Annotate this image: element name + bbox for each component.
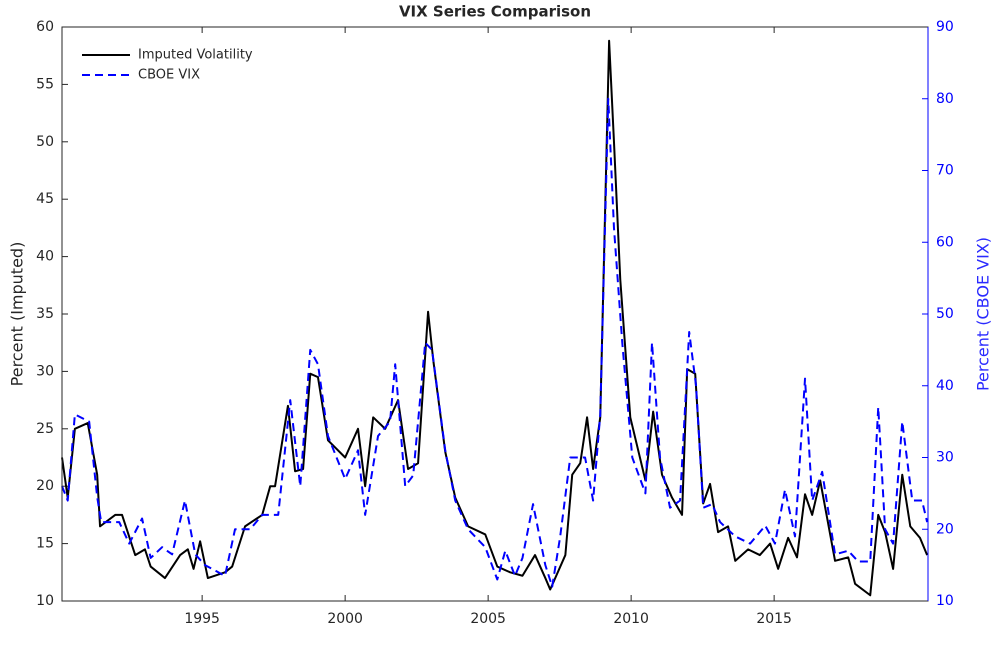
y2-axis-label: Percent (CBOE VIX) xyxy=(974,237,993,391)
y2-tick-label: 50 xyxy=(936,306,954,322)
y2-tick-label: 60 xyxy=(936,234,954,250)
y-tick-label: 10 xyxy=(36,593,54,609)
y-tick-label: 30 xyxy=(36,363,54,379)
y-tick-label: 35 xyxy=(36,306,54,322)
x-tick-label: 2010 xyxy=(613,611,649,627)
y2-tick-label: 90 xyxy=(936,19,954,35)
x-tick-label: 2015 xyxy=(756,611,792,627)
y2-tick-label: 70 xyxy=(936,163,954,179)
y-tick-label: 20 xyxy=(36,478,54,494)
x-tick-label: 2005 xyxy=(470,611,506,627)
series-line xyxy=(61,39,929,597)
x-tick-label: 2000 xyxy=(327,611,363,627)
legend-label: CBOE VIX xyxy=(138,68,200,83)
y-tick-label: 50 xyxy=(36,134,54,150)
y2-tick-label: 10 xyxy=(936,593,954,609)
y-tick-label: 25 xyxy=(36,421,54,437)
y-tick-label: 45 xyxy=(36,191,54,207)
y2-tick-label: 20 xyxy=(936,521,954,537)
chart-title: VIX Series Comparison xyxy=(399,3,591,21)
y-tick-label: 40 xyxy=(36,249,54,265)
y2-tick-label: 40 xyxy=(936,378,954,394)
y2-tick-label: 30 xyxy=(936,450,954,466)
y-tick-label: 60 xyxy=(36,19,54,35)
legend-label: Imputed Volatility xyxy=(138,48,253,63)
series-line xyxy=(61,97,929,588)
y-tick-label: 55 xyxy=(36,76,54,92)
y-axis-label: Percent (Imputed) xyxy=(8,242,27,387)
y2-tick-label: 80 xyxy=(936,91,954,107)
x-tick-label: 1995 xyxy=(184,611,220,627)
y-tick-label: 15 xyxy=(36,536,54,552)
